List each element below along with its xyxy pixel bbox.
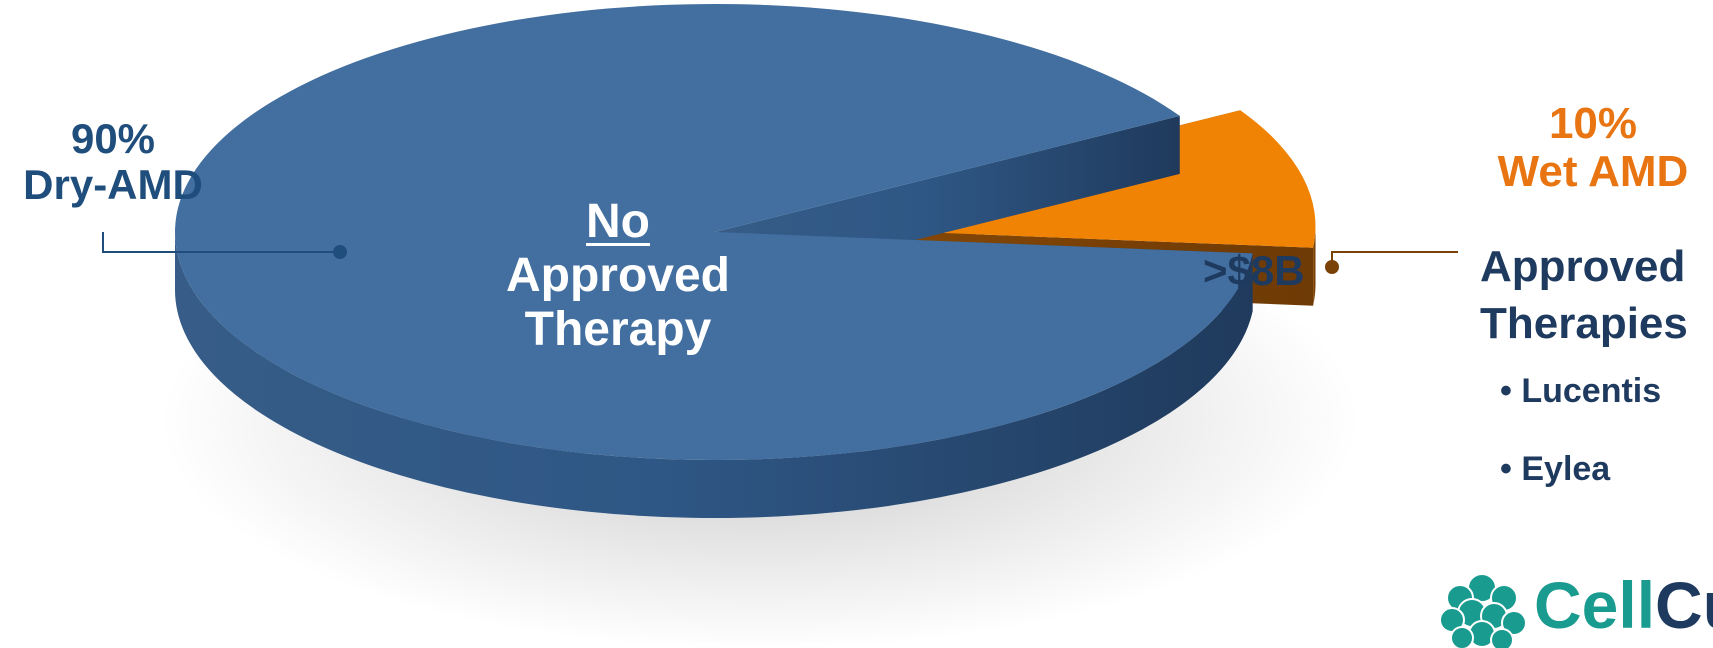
no-text: No xyxy=(586,195,650,248)
therapy-lucentis: Lucentis xyxy=(1521,372,1662,410)
logo-wordmark: CellCu xyxy=(1534,572,1713,638)
wet-amd-slice-side xyxy=(1313,226,1316,306)
wet-amd-leader-dot xyxy=(1325,260,1339,274)
therapy-text: Therapy xyxy=(524,302,712,356)
list-item: • Lucentis xyxy=(1500,372,1662,410)
dry-amd-leader-line xyxy=(102,232,340,253)
approved-heading-line1: Approved xyxy=(1480,242,1686,291)
dry-amd-name: Dry-AMD xyxy=(23,161,203,208)
dry-amd-slice-top xyxy=(174,3,1253,460)
wet-amd-percent: 10% xyxy=(1548,99,1638,148)
therapy-list: • Lucentis • Eylea xyxy=(1500,372,1661,528)
dry-amd-leader-dot xyxy=(333,245,347,259)
wet-amd-label: 10% Wet AMD xyxy=(1478,102,1708,194)
dry-amd-label: 90% Dry-AMD xyxy=(8,118,218,206)
wet-slice-value: >$8B xyxy=(1203,247,1305,294)
dry-slice-inner-text: No Approved Therapy xyxy=(478,195,758,356)
therapy-eylea: Eylea xyxy=(1521,450,1611,488)
logo-text-cell: Cell xyxy=(1534,568,1656,642)
cell-cluster-icon xyxy=(1439,573,1527,648)
wet-amd-name: Wet AMD xyxy=(1497,147,1689,196)
approved-heading-line2: Therapies xyxy=(1480,299,1688,349)
approved-therapies-heading: Approved Therapies xyxy=(1480,238,1688,352)
logo-text-cu: Cu xyxy=(1655,568,1713,642)
dry-amd-slice-side xyxy=(175,232,1253,518)
approved-text: Approved xyxy=(505,248,730,302)
list-item: • Eylea xyxy=(1500,450,1611,488)
wet-amd-leader-line xyxy=(1331,251,1458,266)
dry-amd-percent: 90% xyxy=(70,115,156,162)
